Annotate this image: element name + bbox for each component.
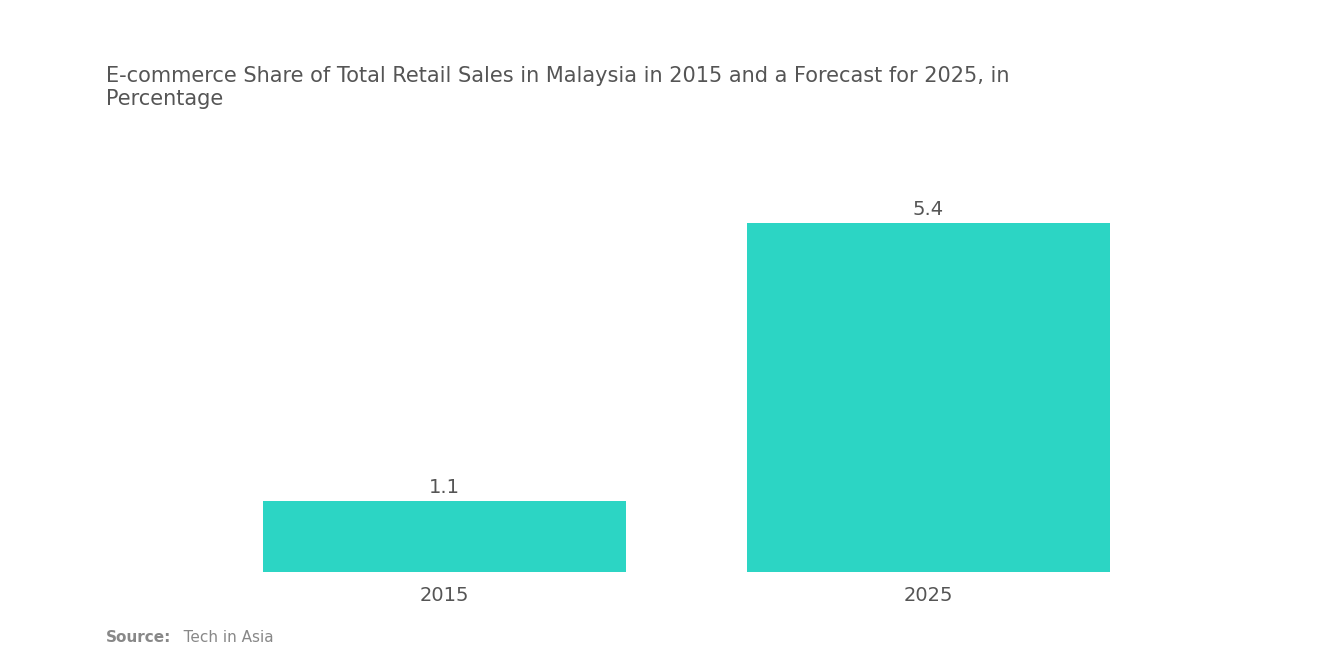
Text: 1.1: 1.1 — [429, 478, 459, 497]
Bar — [747, 223, 1110, 572]
Text: E-commerce Share of Total Retail Sales in Malaysia in 2015 and a Forecast for 20: E-commerce Share of Total Retail Sales i… — [106, 66, 1008, 109]
Bar — [263, 501, 626, 572]
Text: 5.4: 5.4 — [913, 200, 944, 219]
Text: Tech in Asia: Tech in Asia — [169, 630, 273, 645]
Text: Source:: Source: — [106, 630, 172, 645]
